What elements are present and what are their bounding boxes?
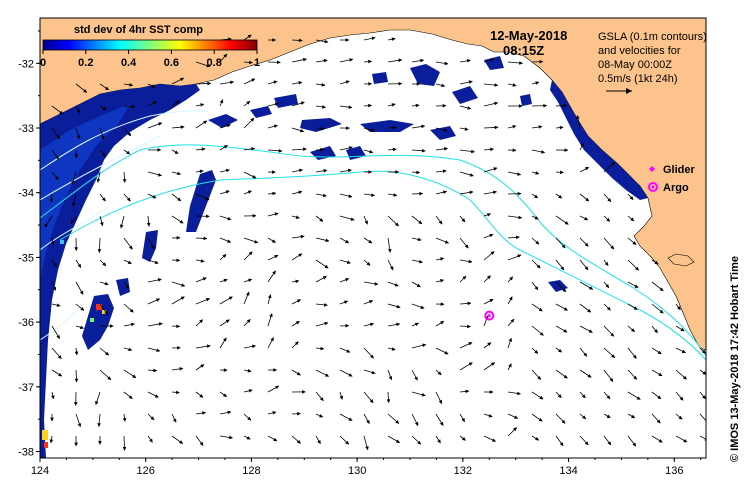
colorbar-title: std dev of 4hr SST comp xyxy=(74,24,203,36)
plot-frame xyxy=(39,17,707,459)
colorbar-tick-label: 0.4 xyxy=(121,57,137,69)
x-tick-label: 126 xyxy=(137,465,155,477)
x-tick-label: 130 xyxy=(348,465,366,477)
info-line-1: GSLA (0.1m contours) xyxy=(598,31,707,43)
argo-icon xyxy=(648,182,658,192)
info-line-2: and velocities for xyxy=(598,45,681,57)
credit-text: © IMOS 13-May-2018 17:42 Hobart Time xyxy=(729,256,741,462)
x-tick-label: 128 xyxy=(242,465,260,477)
colorbar-tick-label: 0.6 xyxy=(164,57,179,69)
x-tick-label: 124 xyxy=(31,465,49,477)
scale-arrow-icon xyxy=(606,88,632,94)
y-tick-label: -38 xyxy=(18,447,34,459)
argo-markers xyxy=(484,310,495,321)
legend-argo: Argo xyxy=(663,182,689,194)
y-tick-label: -36 xyxy=(18,317,34,329)
y-tick-label: -37 xyxy=(18,382,34,394)
y-tick-label: -34 xyxy=(18,188,34,200)
date-label: 12-May-2018 xyxy=(490,28,567,43)
info-block: GSLA (0.1m contours) and velocities for … xyxy=(598,31,707,94)
x-axis: 124 126 128 130 132 134 136 xyxy=(31,458,702,477)
y-tick-label: -33 xyxy=(18,123,34,135)
x-tick-label: 136 xyxy=(665,465,683,477)
colorbar-tick-label: 0.8 xyxy=(207,57,222,69)
sst-field-east xyxy=(550,80,648,200)
colorbar-tick-label: 0.2 xyxy=(78,57,93,69)
marker-legend: Glider Argo xyxy=(648,164,696,194)
colorbar-tick-label: 1 xyxy=(254,57,260,69)
argo-marker xyxy=(484,310,495,321)
colorbar-tick-label: 0 xyxy=(40,57,46,69)
land-island xyxy=(667,253,695,267)
sst-patches xyxy=(82,56,568,350)
time-label: 08:15Z xyxy=(503,43,544,58)
colorbar: std dev of 4hr SST comp 0 0.2 0.4 0.6 0.8 1 xyxy=(40,24,260,69)
info-line-4: 0.5m/s (1kt 24h) xyxy=(598,73,677,85)
legend-glider: Glider xyxy=(663,164,696,176)
colorbar-gradient xyxy=(42,39,258,51)
glider-icon xyxy=(649,166,655,172)
y-axis: -32 -33 -34 -35 -36 -37 -38 xyxy=(18,30,40,459)
velocity-arrows xyxy=(44,34,706,451)
info-line-3: 08-May 00:00Z xyxy=(598,59,672,71)
y-tick-label: -35 xyxy=(18,252,34,264)
x-tick-label: 134 xyxy=(559,465,577,477)
x-tick-label: 132 xyxy=(454,465,472,477)
sst-warm-spots xyxy=(42,240,106,448)
y-tick-label: -32 xyxy=(18,58,34,70)
sst-field-west-inner xyxy=(40,104,130,280)
